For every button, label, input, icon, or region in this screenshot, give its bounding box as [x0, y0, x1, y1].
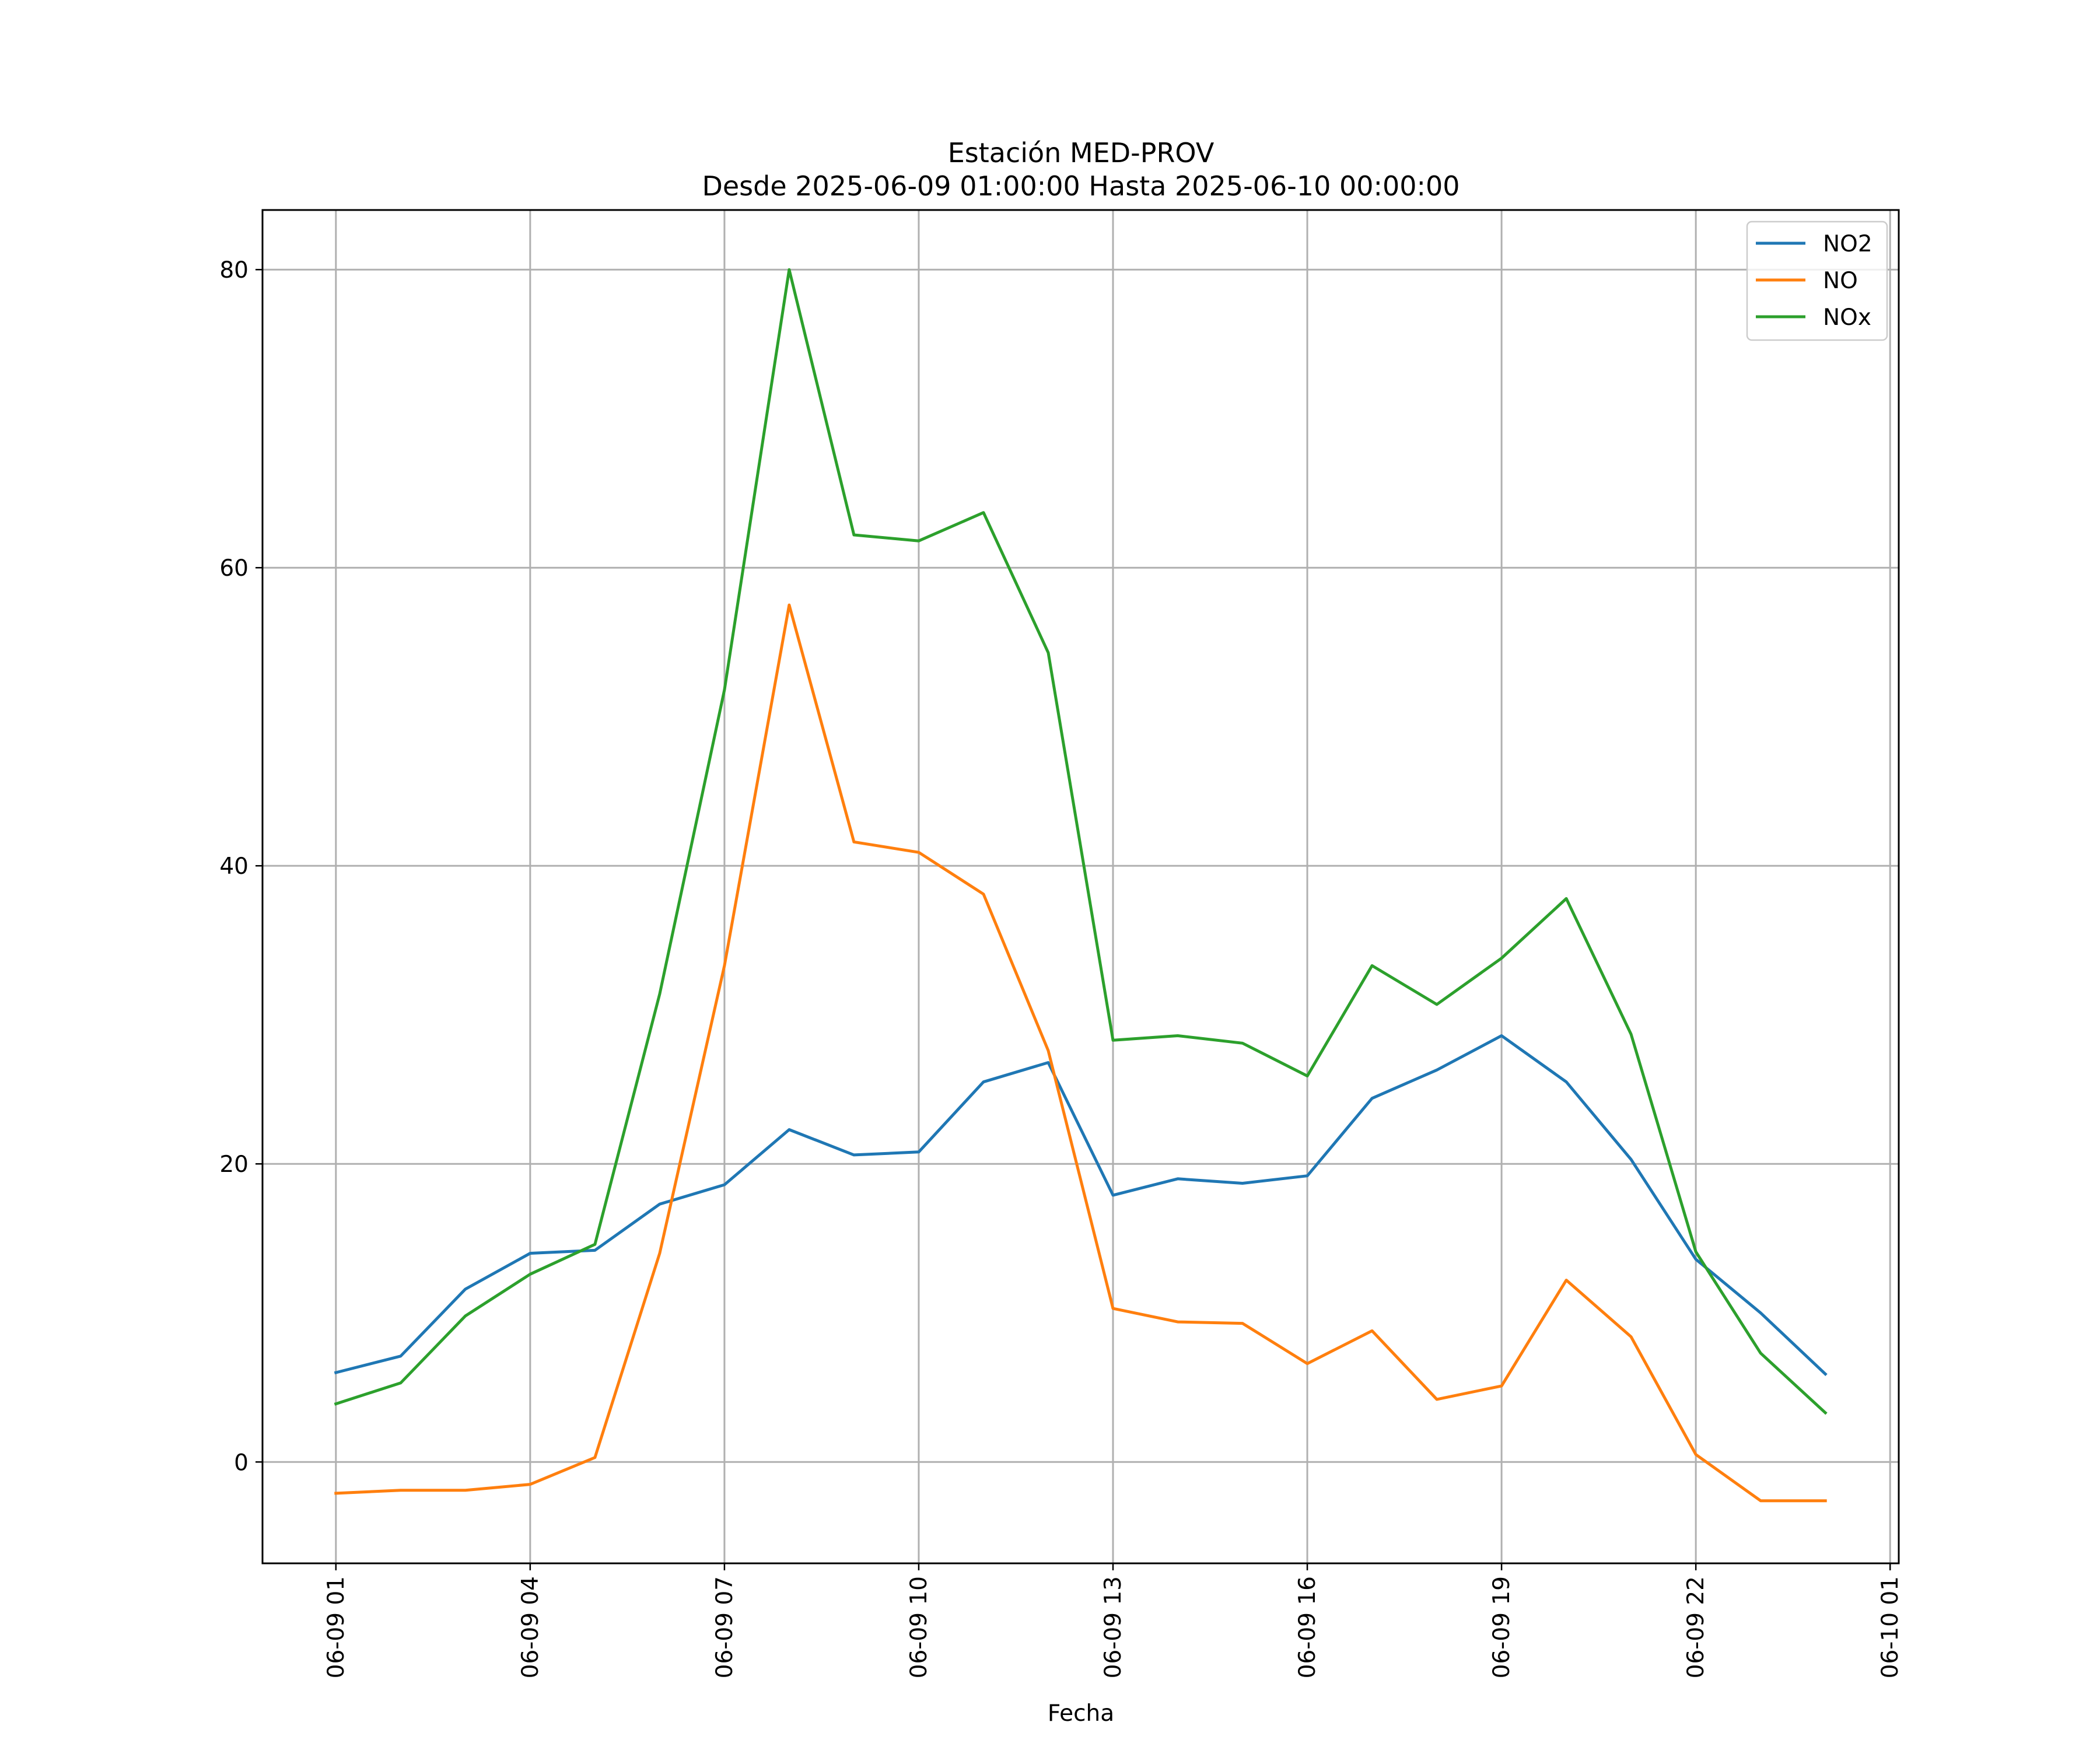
y-axis: 0 20 40 60 80	[219, 257, 262, 1476]
x-tick-label: 06-09 16	[1294, 1576, 1321, 1678]
y-tick-label: 20	[219, 1152, 249, 1178]
x-axis: 06-09 01 06-09 04 06-09 07 06-09 10 06-09 13…	[323, 1563, 1903, 1678]
series-layer	[334, 268, 1828, 1503]
x-axis-label: Fecha	[1048, 1700, 1114, 1727]
x-tick-label: 06-09 10	[906, 1576, 932, 1678]
series-line-no	[334, 603, 1827, 1503]
x-tick-label: 06-09 01	[323, 1576, 349, 1678]
x-tick-label: 06-09 19	[1489, 1576, 1515, 1678]
legend-label-nox: NOx	[1823, 304, 1871, 331]
chart-title: Estación MED-PROV	[948, 137, 1214, 169]
chart-subtitle: Desde 2025-06-09 01:00:00 Hasta 2025-06-…	[702, 170, 1460, 202]
grid-layer	[262, 210, 1899, 1563]
x-tick-label: 06-09 22	[1683, 1576, 1709, 1678]
series-line-nox	[334, 268, 1828, 1415]
legend-entries: NO2 NO NOx	[1756, 231, 1873, 331]
legend-label-no2: NO2	[1823, 231, 1873, 257]
y-tick-label: 40	[219, 853, 249, 880]
x-tick-label: 06-10 01	[1877, 1576, 1903, 1678]
legend-label-no: NO	[1823, 268, 1858, 294]
x-tick-label: 06-09 13	[1100, 1576, 1126, 1678]
legend: NO2 NO NOx	[1746, 220, 1888, 341]
y-tick-label: 60	[219, 555, 249, 582]
y-tick-label: 0	[234, 1450, 249, 1476]
plot-area-frame	[261, 209, 1900, 1564]
x-tick-label: 06-09 07	[712, 1576, 738, 1678]
x-tick-label: 06-09 04	[517, 1576, 544, 1678]
legend-box	[1746, 220, 1888, 341]
y-tick-label: 80	[219, 257, 249, 284]
